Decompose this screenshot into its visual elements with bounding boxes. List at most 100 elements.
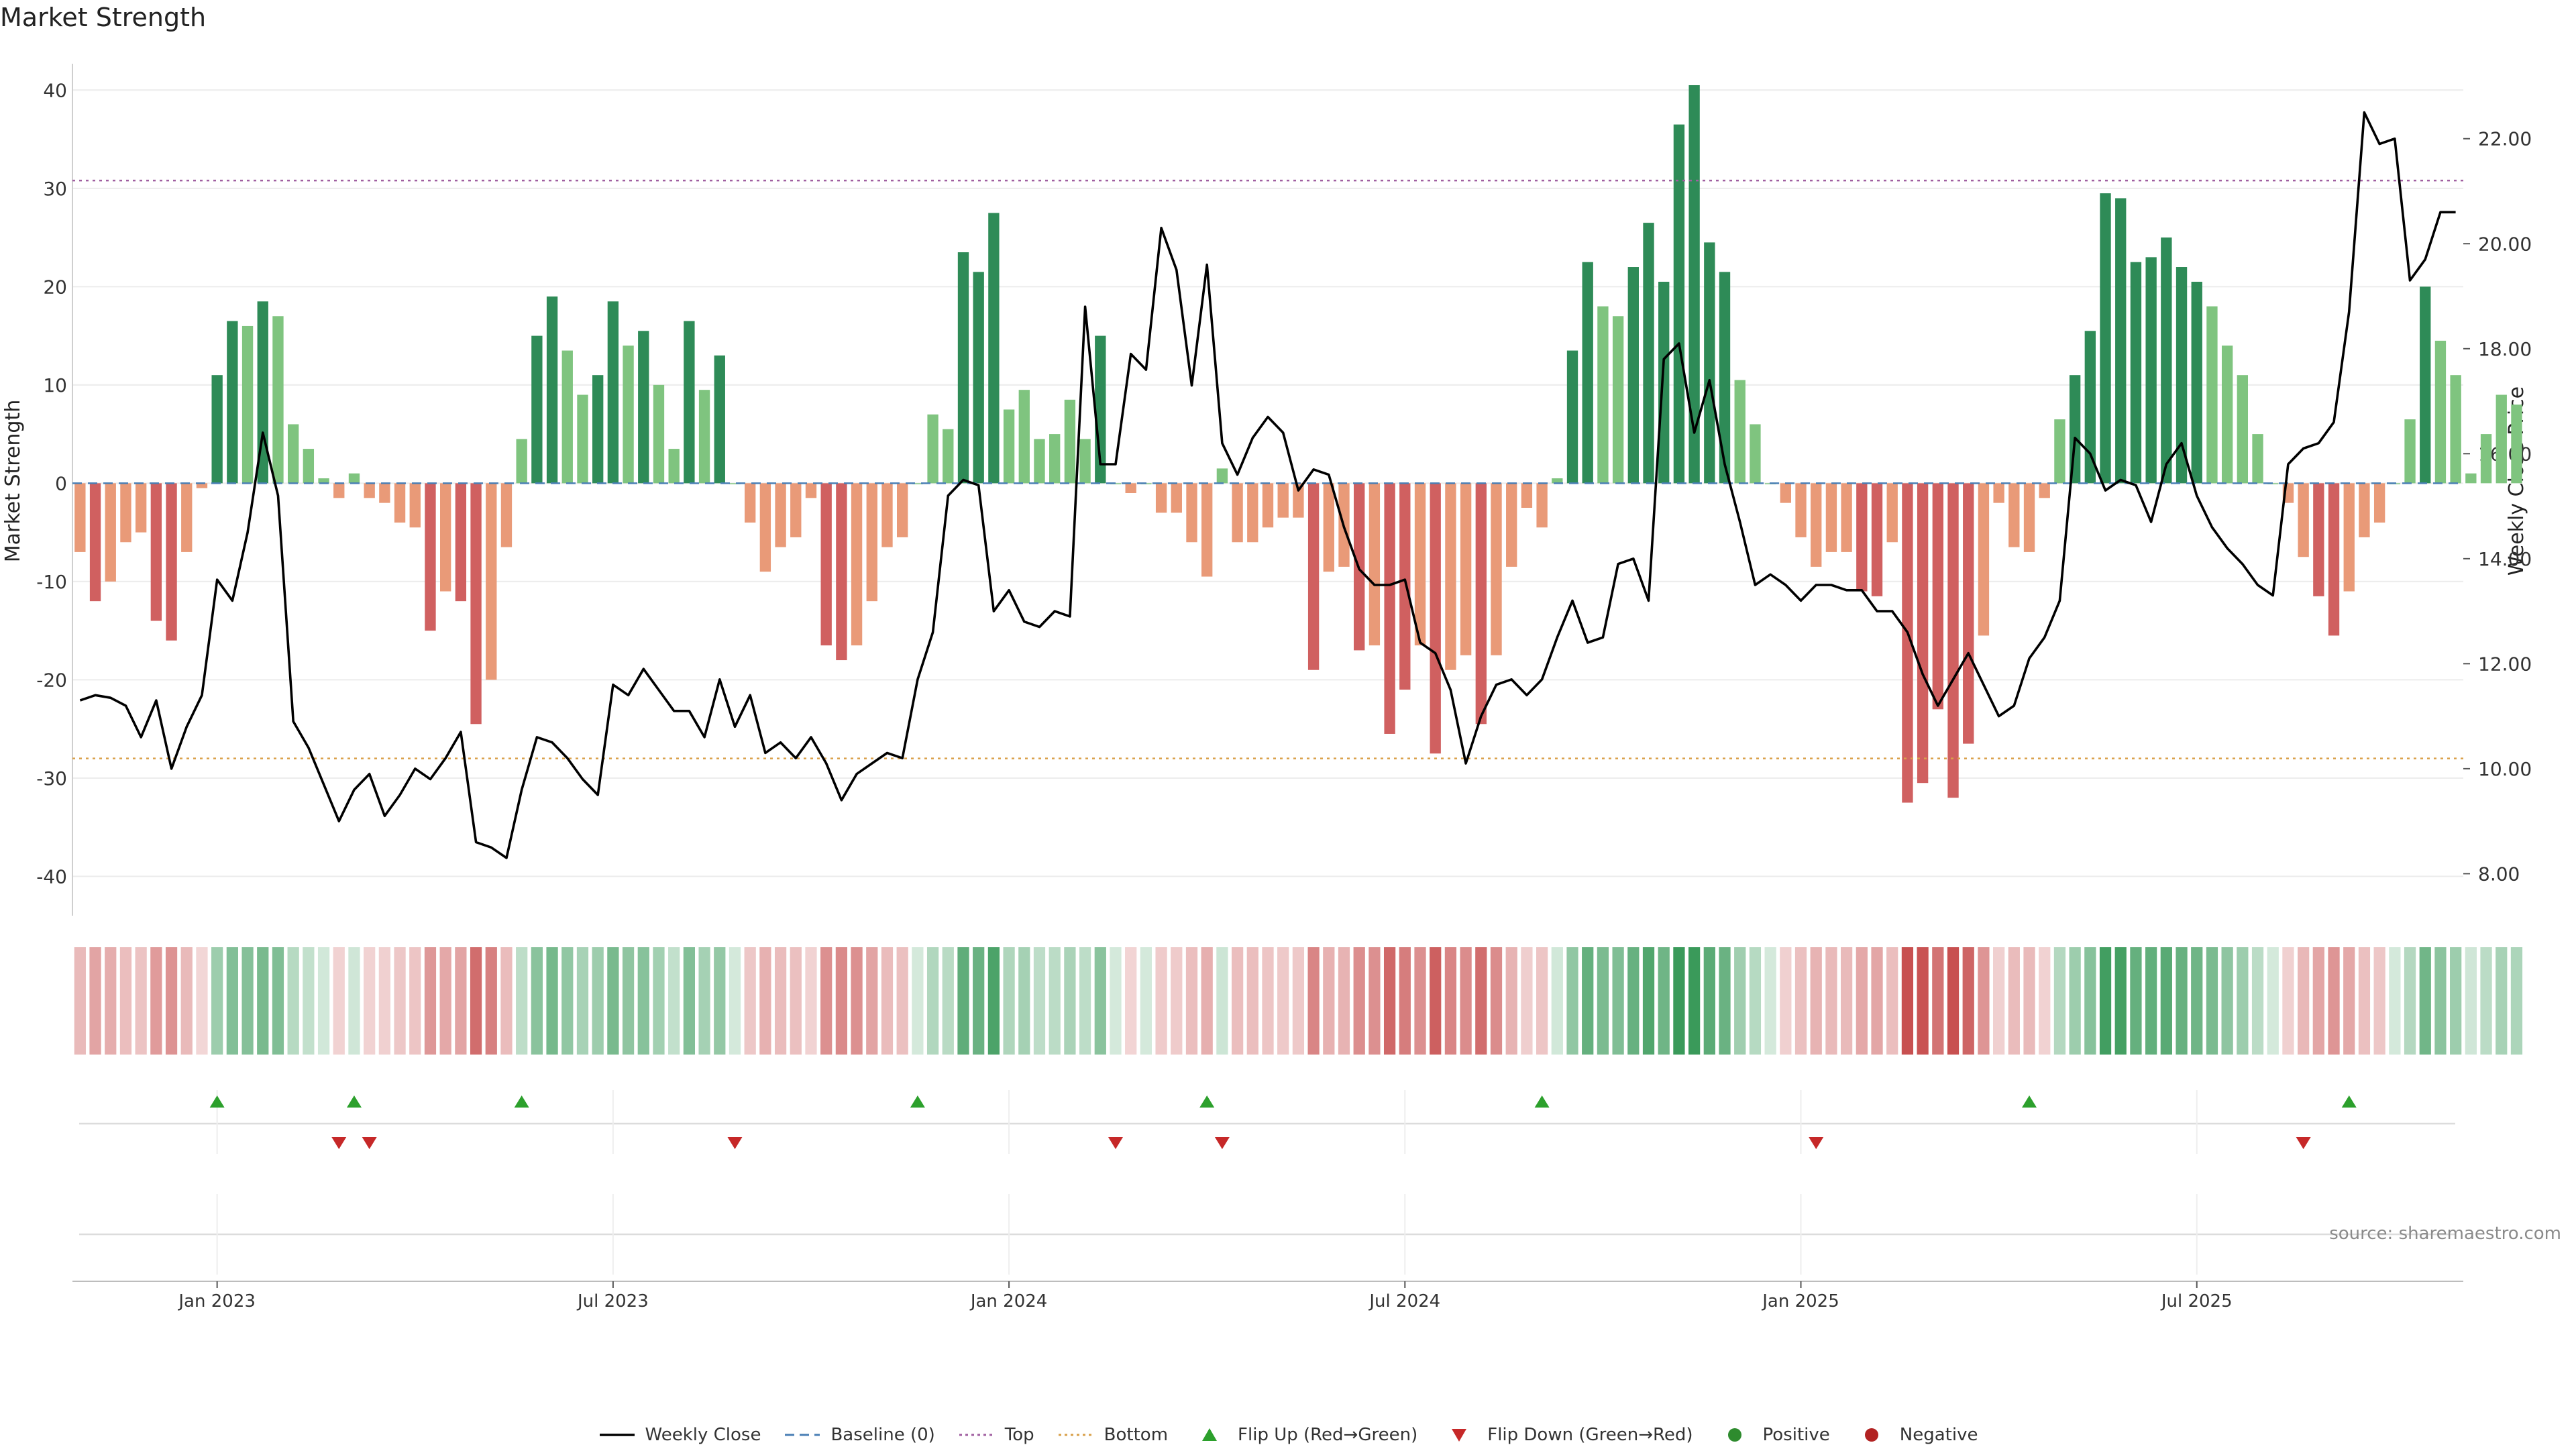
strength-bar	[1232, 483, 1243, 543]
heat-cell	[2160, 947, 2172, 1055]
heat-cell	[2114, 947, 2127, 1055]
heat-cell	[1460, 947, 1472, 1055]
strength-bar	[2496, 394, 2507, 484]
strength-bar	[1155, 483, 1167, 513]
heat-cell	[1825, 947, 1837, 1055]
heat-cell	[896, 947, 908, 1055]
strength-bar	[820, 483, 832, 646]
heat-cell	[546, 947, 558, 1055]
strength-bar	[1719, 272, 1731, 484]
left-tick-label: -30	[36, 767, 67, 790]
heat-cell	[2251, 947, 2264, 1055]
strength-bar	[1886, 483, 1898, 543]
heat-cell	[2267, 947, 2279, 1055]
heat-cell	[1231, 947, 1244, 1055]
strength-bar	[1871, 483, 1883, 596]
heat-cell	[1140, 947, 1152, 1055]
strength-bar	[729, 483, 741, 484]
strength-bar	[1491, 483, 1502, 655]
heat-cell	[1185, 947, 1198, 1055]
heat-cell	[2206, 947, 2218, 1055]
left-tick-label: -20	[36, 669, 67, 691]
strength-bar	[257, 301, 268, 484]
heat-cell	[1749, 947, 1762, 1055]
heat-cell	[1216, 947, 1228, 1055]
legend-item: Flip Down (Green→Red)	[1440, 1425, 1693, 1445]
heat-cell	[926, 947, 939, 1055]
heat-cell	[1353, 947, 1365, 1055]
strength-bar	[653, 384, 665, 484]
strength-bar	[1841, 483, 1852, 552]
heat-cell	[1094, 947, 1106, 1055]
strength-bar	[2206, 306, 2218, 484]
strength-bar	[1003, 409, 1015, 484]
heat-cell	[805, 947, 817, 1055]
strength-bar	[2328, 483, 2340, 636]
heat-cell	[683, 947, 696, 1055]
left-tick-label: 30	[43, 178, 67, 200]
heat-cell	[1962, 947, 1974, 1055]
left-tick-label: 20	[43, 276, 67, 298]
heat-cell	[2480, 947, 2492, 1055]
strength-bar	[2008, 483, 2020, 547]
strength-bar	[1293, 483, 1304, 518]
x-tick-label: Jan 2025	[1761, 1291, 1839, 1311]
heat-cell	[272, 947, 284, 1055]
strength-bar	[623, 345, 634, 484]
heat-cell	[637, 947, 649, 1055]
strength-bar	[135, 483, 147, 533]
legend-swatch	[599, 1434, 635, 1436]
strength-bar	[2221, 345, 2233, 484]
heat-cell	[1475, 947, 1487, 1055]
strength-bar	[973, 272, 984, 484]
heat-cell	[2450, 947, 2462, 1055]
heat-cell	[2312, 947, 2324, 1055]
strength-bar	[745, 483, 756, 523]
strength-bar	[607, 301, 619, 484]
heat-cell	[2358, 947, 2371, 1055]
heat-cell	[912, 947, 924, 1055]
strength-bar	[1932, 483, 1944, 710]
flip-down-marker	[331, 1137, 347, 1149]
strength-bar	[1552, 478, 1563, 484]
flip-up-marker	[514, 1095, 529, 1108]
x-tick-label: Jan 2024	[969, 1291, 1048, 1311]
heat-cell	[607, 947, 619, 1055]
strength-bar	[287, 424, 299, 484]
strength-bar	[1475, 483, 1487, 724]
heat-cell	[942, 947, 954, 1055]
strength-bar	[1171, 483, 1182, 513]
strength-bar	[1201, 483, 1213, 577]
heat-cell	[1658, 947, 1670, 1055]
heat-cell	[1871, 947, 1883, 1055]
heat-cell	[957, 947, 969, 1055]
strength-bar	[2313, 483, 2324, 596]
heat-cell	[2237, 947, 2249, 1055]
heat-cell	[2465, 947, 2477, 1055]
left-tick-label: -40	[36, 865, 67, 888]
heat-cell	[668, 947, 680, 1055]
strength-bar	[1262, 483, 1274, 528]
strength-bar	[1125, 483, 1136, 493]
heat-cell	[1338, 947, 1350, 1055]
strength-bar	[2404, 419, 2416, 484]
heat-cell	[2510, 947, 2523, 1055]
strength-bar	[486, 483, 497, 680]
strength-bar	[668, 449, 680, 484]
flip-markers	[79, 1090, 2455, 1275]
flip-down-marker	[1809, 1137, 1824, 1149]
strength-bar	[592, 375, 604, 484]
strength-bar	[2252, 434, 2263, 484]
heat-cell	[2023, 947, 2035, 1055]
heat-cell	[2221, 947, 2233, 1055]
strength-bar	[455, 483, 467, 602]
legend-label: Baseline (0)	[830, 1425, 935, 1445]
strength-bar	[943, 429, 954, 484]
strength-bar	[1704, 242, 1715, 484]
heat-cell	[1551, 947, 1563, 1055]
heat-cell	[2298, 947, 2310, 1055]
heat-cell	[714, 947, 726, 1055]
heat-cell	[1612, 947, 1624, 1055]
strength-bar	[1856, 483, 1868, 592]
